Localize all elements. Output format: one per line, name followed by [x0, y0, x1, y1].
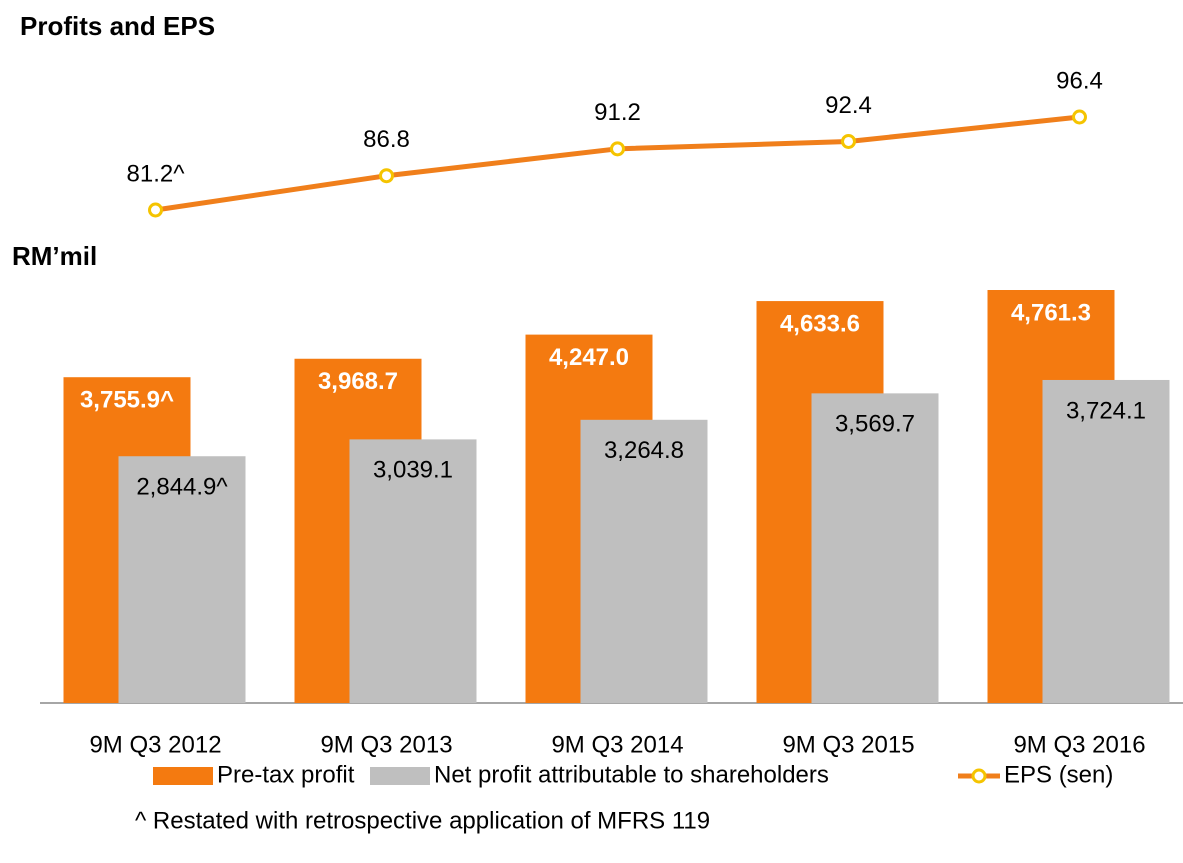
data-label: 3,039.1: [373, 457, 453, 484]
marker: [1072, 109, 1087, 125]
x-tick-label: 9M Q3 2012: [89, 731, 221, 758]
data-label: 91.2: [594, 99, 641, 126]
data-label: 2,844.9^: [136, 474, 228, 501]
legend-label: EPS (sen): [1004, 761, 1113, 788]
legend-marker: [971, 768, 987, 784]
data-label: 96.4: [1056, 67, 1103, 94]
data-label: 3,724.1: [1066, 397, 1146, 424]
x-tick-label: 9M Q3 2015: [782, 731, 914, 758]
legend-swatch: [153, 767, 213, 785]
bar: [811, 393, 939, 703]
data-label: 3,968.7: [318, 368, 398, 395]
data-label: 92.4: [825, 92, 872, 119]
x-tick-label: 9M Q3 2014: [551, 731, 683, 758]
data-label: 3,569.7: [835, 411, 915, 438]
x-tick-label: 9M Q3 2016: [1013, 731, 1145, 758]
bar: [349, 439, 477, 703]
legend-label: Pre-tax profit: [217, 761, 355, 788]
x-tick-label: 9M Q3 2013: [320, 731, 452, 758]
data-label: 4,633.6: [780, 310, 860, 337]
chart-title: Profits and EPS: [20, 11, 215, 41]
legend-swatch: [370, 767, 430, 785]
footnote: ^ Restated with retrospective applicatio…: [135, 807, 710, 834]
marker: [841, 133, 856, 149]
data-label: 81.2^: [127, 160, 186, 187]
bar: [580, 419, 708, 703]
bar: [1042, 379, 1170, 703]
data-label: 86.8: [363, 126, 410, 153]
data-label: 3,755.9^: [80, 387, 174, 414]
marker: [610, 141, 625, 157]
marker: [148, 202, 163, 218]
data-label: 4,247.0: [549, 344, 629, 371]
bar: [118, 456, 246, 703]
y-axis-label: RM’mil: [12, 241, 97, 271]
data-label: 4,761.3: [1011, 299, 1091, 326]
marker: [379, 168, 394, 184]
line: [155, 114, 1080, 213]
data-label: 3,264.8: [604, 437, 684, 464]
legend-label: Net profit attributable to shareholders: [434, 761, 829, 788]
